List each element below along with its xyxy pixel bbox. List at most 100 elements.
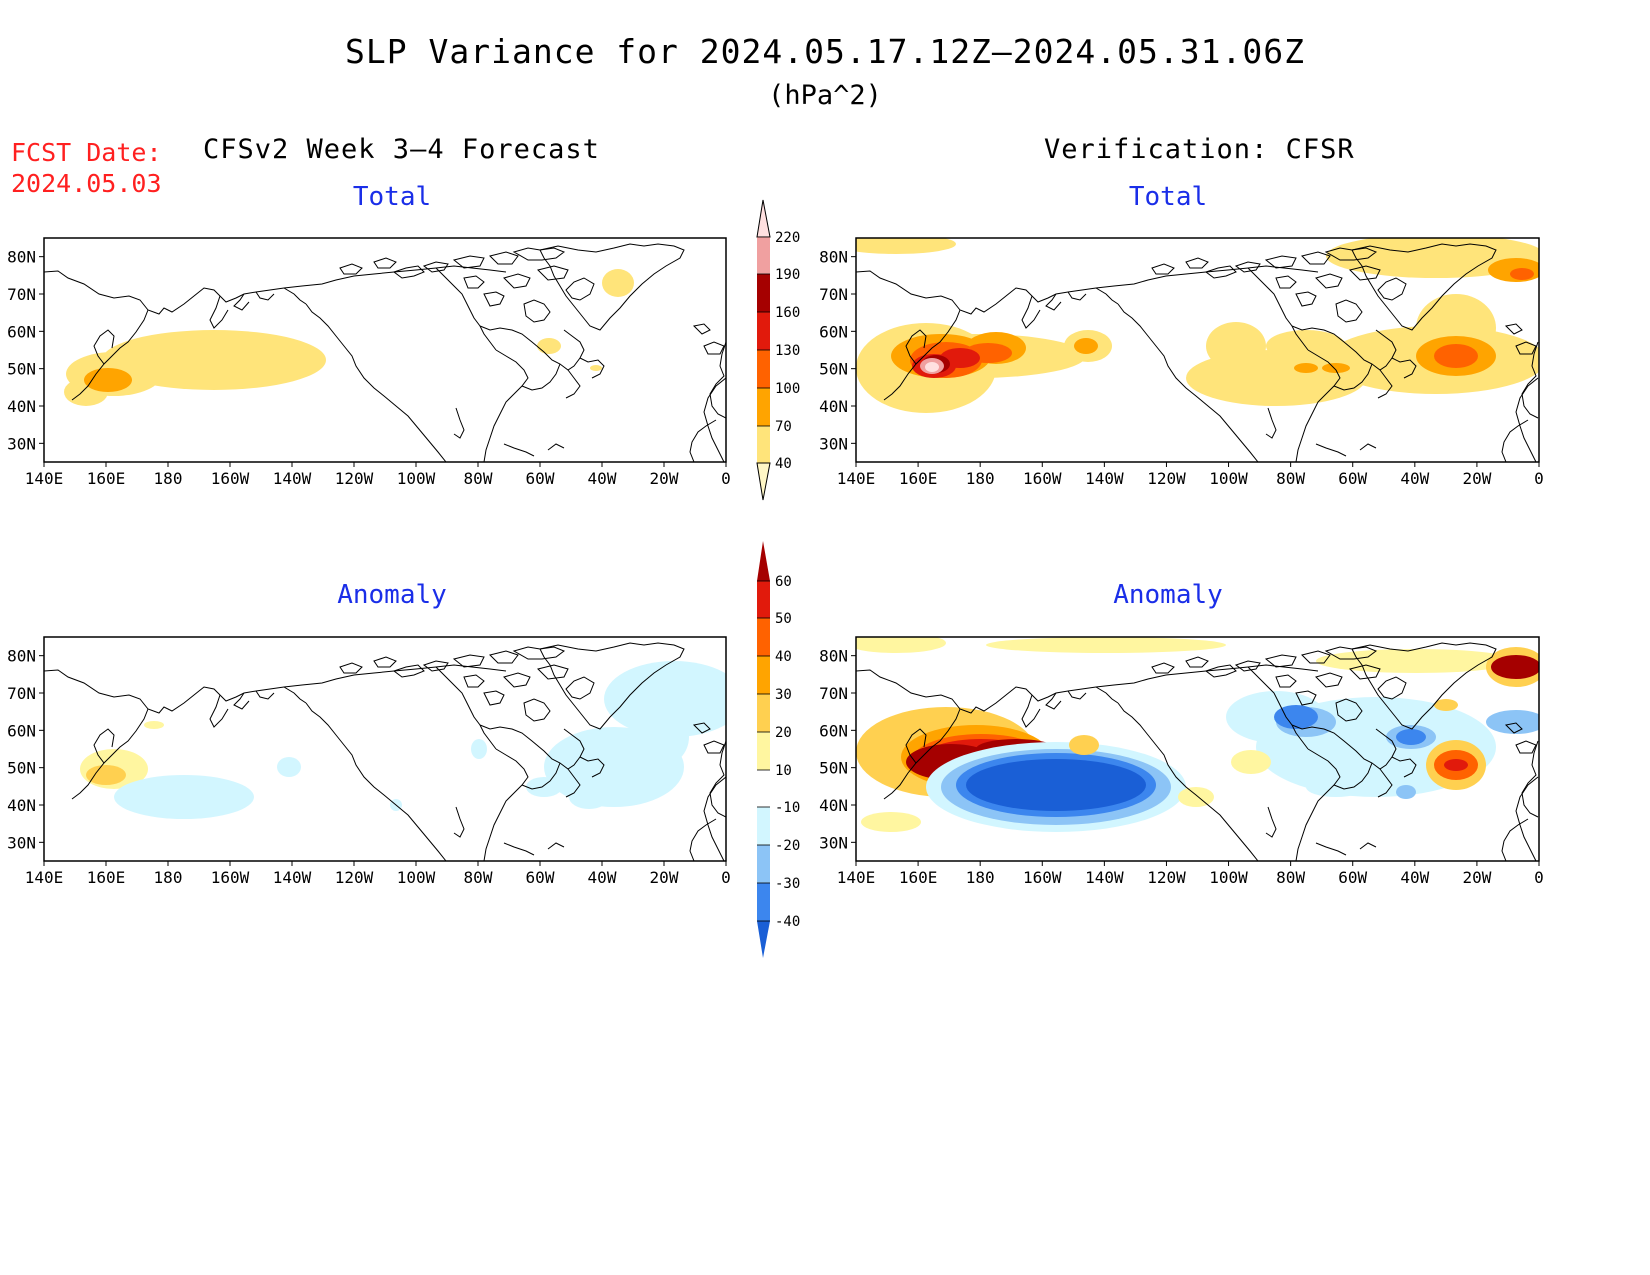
map-frame [43, 636, 727, 862]
shaded-contour-region [1396, 729, 1426, 745]
shaded-contour-region [861, 812, 921, 832]
shaded-contour-region [986, 637, 1226, 653]
lon-tick-label: 180 [966, 868, 995, 887]
lon-tick-label: 0 [721, 469, 731, 488]
colorbar-anomaly-bottom-triangle [757, 921, 770, 958]
lon-tick-label: 0 [1534, 469, 1544, 488]
lat-tick-label: 50N [7, 360, 36, 379]
lat-tick-label: 30N [819, 434, 848, 453]
shaded-contour-region [1316, 649, 1516, 673]
lon-tick-label: 160W [211, 868, 250, 887]
lat-tick-label: 30N [819, 833, 848, 852]
colorbar-anomaly-bin-2 [757, 845, 770, 883]
colorbar-anomaly-bin-8 [757, 618, 770, 656]
lat-tick-label: 80N [7, 647, 36, 666]
colorbar-total-bin-4 [757, 350, 770, 388]
lon-tick-label: 160W [1023, 868, 1062, 887]
lon-tick-label: 160E [899, 868, 938, 887]
lon-tick-label: 140W [1085, 868, 1124, 887]
colorbar-label: -20 [775, 838, 800, 854]
colorbar-anomaly-bin-3 [757, 807, 770, 845]
lat-tick-label: 70N [7, 285, 36, 304]
colorbar-anomaly-top-triangle [757, 541, 770, 581]
colorbar-label: 220 [775, 230, 800, 246]
lon-tick-label: 140E [837, 469, 876, 488]
colorbar-anomaly-bin-7 [757, 656, 770, 694]
lon-tick-label: 80W [464, 469, 493, 488]
colorbar-label: 160 [775, 305, 800, 321]
lat-tick-label: 40N [7, 796, 36, 815]
colorbar-anomaly-bin-4 [757, 770, 770, 807]
shaded-contour-region [925, 362, 939, 372]
lat-tick-label: 60N [7, 322, 36, 341]
colorbar-label: 60 [775, 574, 792, 590]
shaded-contour-region [114, 775, 254, 819]
lat-tick-label: 80N [819, 248, 848, 267]
lon-tick-label: 60W [526, 469, 555, 488]
shaded-contour-region [602, 269, 634, 297]
shaded-contour-region [1491, 655, 1539, 679]
map-frame [855, 636, 1540, 862]
colorbar-anomaly-bin-5 [757, 732, 770, 770]
shaded-contour-region [526, 777, 562, 797]
colorbar-total-bin-2 [757, 426, 770, 463]
colorbar-total-bottom-triangle [756, 462, 771, 501]
lon-tick-label: 180 [154, 868, 183, 887]
colorbar-anomaly-bin-9 [757, 581, 770, 618]
lon-tick-label: 20W [650, 469, 679, 488]
colorbar-label: -10 [775, 800, 800, 816]
colorbar-label: 70 [775, 419, 792, 435]
lon-tick-label: 120W [335, 868, 374, 887]
shaded-contour-region [940, 348, 980, 368]
lon-tick-label: 40W [1400, 469, 1429, 488]
panel-title-fc-total: Total [352, 182, 432, 212]
lat-tick-label: 80N [819, 647, 848, 666]
lon-tick-label: 100W [397, 868, 436, 887]
colorbar-label: 100 [775, 381, 800, 397]
colorbar-total-bin-7 [757, 237, 770, 274]
shaded-contour-region [856, 637, 946, 653]
lon-tick-label: 160W [211, 469, 250, 488]
colorbar-label: 20 [775, 725, 792, 741]
lon-tick-label: 120W [1147, 868, 1186, 887]
panel-title-ver-total: Total [1128, 182, 1208, 212]
lon-tick-label: 140W [273, 868, 312, 887]
colorbar-total-labels: 40 70 100 130 160 190 220 [757, 230, 800, 472]
lon-tick-label: 140E [25, 469, 64, 488]
colorbar-label: -30 [775, 876, 800, 892]
lon-tick-label: 160E [87, 469, 126, 488]
shaded-contour-region [86, 765, 126, 785]
shading-layer [856, 238, 1539, 413]
shaded-contour-region [1069, 735, 1099, 755]
lon-tick-label: 160W [1023, 469, 1062, 488]
shaded-contour-region [277, 757, 301, 777]
shaded-contour-region [1396, 785, 1416, 799]
shaded-contour-region [590, 365, 602, 371]
shaded-contour-region [144, 721, 164, 729]
lon-tick-label: 40W [588, 469, 617, 488]
shaded-contour-region [537, 338, 561, 354]
map-panels: 140E 160E 180 160W 140W 120W 100W 80W 60W 40W 20W 0… [7, 237, 1544, 887]
lat-tick-label: 80N [7, 248, 36, 267]
panel-title-fc-anom: Anomaly [337, 580, 447, 610]
lon-tick-label: 160E [899, 469, 938, 488]
lat-tick-label: 70N [819, 285, 848, 304]
panel-title-ver-anom: Anomaly [1113, 580, 1223, 610]
lon-tick-label: 0 [721, 868, 731, 887]
lon-tick-label: 140E [25, 868, 64, 887]
colorbar-anomaly: -40 -30 -20 -10 10 20 30 40 50 60 [757, 541, 800, 958]
lon-tick-label: 0 [1534, 868, 1544, 887]
shaded-contour-region [856, 238, 956, 254]
lon-tick-label: 120W [1147, 469, 1186, 488]
shaded-contour-region [1266, 330, 1346, 362]
lon-tick-label: 80W [1276, 469, 1305, 488]
lat-tick-label: 40N [819, 796, 848, 815]
lon-tick-label: 40W [588, 868, 617, 887]
shaded-contour-region [1444, 759, 1468, 771]
map-frame [43, 237, 727, 463]
colorbar-anomaly-labels: -40 -30 -20 -10 10 20 30 40 50 60 [757, 574, 800, 930]
colorbar-label: 130 [775, 343, 800, 359]
lon-tick-label: 140W [1085, 469, 1124, 488]
shaded-contour-region [471, 739, 487, 759]
shaded-contour-region [1206, 322, 1266, 370]
